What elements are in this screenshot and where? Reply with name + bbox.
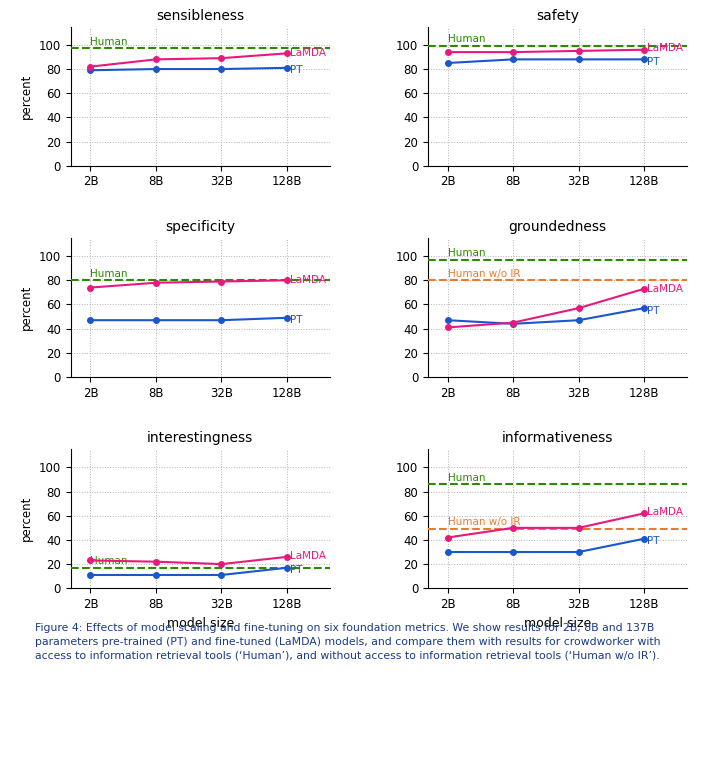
Text: LaMDA: LaMDA [290, 551, 326, 561]
Text: LaMDA: LaMDA [647, 283, 683, 294]
Text: Human: Human [447, 248, 485, 258]
X-axis label: model size: model size [524, 617, 591, 630]
Y-axis label: percent: percent [21, 285, 33, 330]
Text: LaMDA: LaMDA [290, 275, 326, 285]
Text: Human w/o IR: Human w/o IR [447, 517, 520, 527]
Text: Human: Human [447, 472, 485, 483]
Text: Human: Human [91, 556, 128, 566]
Text: Human: Human [91, 268, 128, 279]
Text: LaMDA: LaMDA [647, 507, 683, 517]
X-axis label: model size: model size [166, 617, 234, 630]
Text: Figure 4: Effects of model scaling and fine-tuning on six foundation metrics. We: Figure 4: Effects of model scaling and f… [35, 623, 661, 661]
Title: groundedness: groundedness [508, 220, 607, 234]
Title: sensibleness: sensibleness [156, 9, 244, 23]
Title: specificity: specificity [165, 220, 235, 234]
Title: informativeness: informativeness [502, 432, 613, 445]
Text: Human w/o IR: Human w/o IR [447, 268, 520, 279]
Text: PT: PT [647, 536, 660, 546]
Text: Human: Human [91, 37, 128, 47]
Title: safety: safety [536, 9, 579, 23]
Text: LaMDA: LaMDA [290, 48, 326, 58]
Text: PT: PT [290, 565, 303, 575]
Text: PT: PT [290, 316, 303, 325]
Title: interestingness: interestingness [147, 432, 253, 445]
Text: Human: Human [447, 34, 485, 44]
Y-axis label: percent: percent [21, 73, 33, 119]
Y-axis label: percent: percent [21, 496, 33, 542]
Text: PT: PT [290, 65, 303, 75]
Text: PT: PT [647, 57, 660, 66]
Text: PT: PT [647, 306, 660, 316]
Text: LaMDA: LaMDA [647, 44, 683, 53]
